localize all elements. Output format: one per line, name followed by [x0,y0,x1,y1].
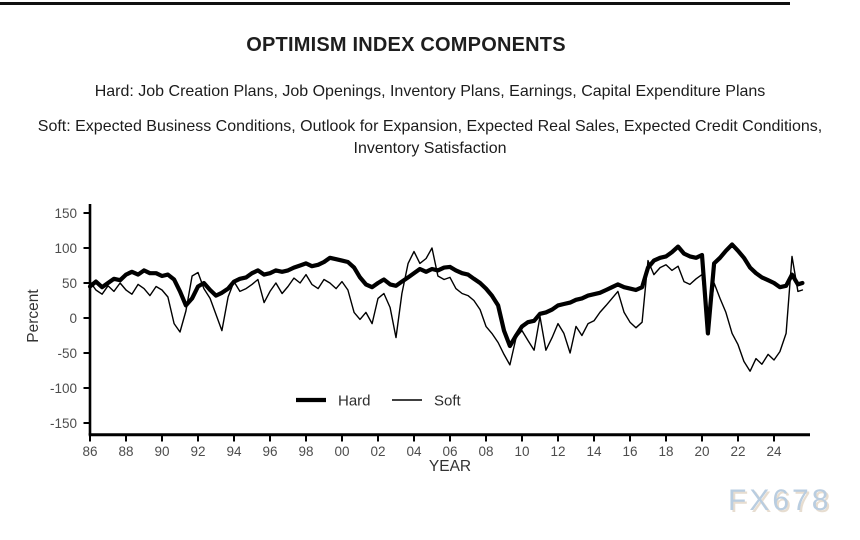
hard-series-line [87,242,805,349]
soft-components-subtitle: Soft: Expected Business Conditions, Outl… [37,118,823,157]
x-tick-label: 06 [442,444,457,459]
y-tick-label: -100 [50,381,77,396]
data-series [87,242,805,372]
soft-series-line [89,247,804,372]
x-tick-label: 22 [730,444,745,459]
x-tick-label: 08 [478,444,493,459]
x-tick-label: 18 [658,444,673,459]
x-tick-label: 90 [154,444,169,459]
x-tick-label: 94 [226,444,242,459]
x-tick-label: 98 [298,444,313,459]
y-tick-label: -150 [50,416,77,431]
watermark: FX678 [728,484,832,517]
x-tick-label: 12 [550,444,565,459]
legend: Hard Soft [296,393,462,410]
x-tick-label: 10 [514,444,529,459]
x-tick-label: 14 [586,444,602,459]
hard-components-subtitle: Hard: Job Creation Plans, Job Openings, … [94,83,766,100]
y-axis-title: Percent [25,289,42,343]
x-tick-label: 88 [118,444,133,459]
x-tick-label: 16 [622,444,637,459]
legend-hard-label: Hard [338,393,371,410]
x-tick-label: 04 [406,444,422,459]
y-tick-label: -50 [57,346,77,361]
page-title: OPTIMISM INDEX COMPONENTS [246,34,566,56]
x-tick-label: 24 [766,444,782,459]
y-tick-label: 50 [62,276,77,291]
x-tick-label: 86 [82,444,97,459]
x-axis-ticks: 86 88 90 92 94 96 98 00 02 04 06 08 10 12 14 16 18 20 22 24 [82,435,782,459]
x-tick-label: 00 [334,444,349,459]
y-tick-label: 100 [54,241,77,256]
y-axis-ticks: 150 100 50 0 -50 -100 -150 [50,206,90,431]
x-tick-label: 92 [190,444,205,459]
y-tick-label: 150 [54,206,77,221]
x-tick-label: 96 [262,444,277,459]
y-tick-label: 0 [69,311,77,326]
x-tick-label: 02 [370,444,385,459]
top-divider [0,2,790,5]
x-axis-title: YEAR [429,458,471,475]
x-tick-label: 20 [694,444,709,459]
legend-soft-label: Soft [434,393,462,410]
